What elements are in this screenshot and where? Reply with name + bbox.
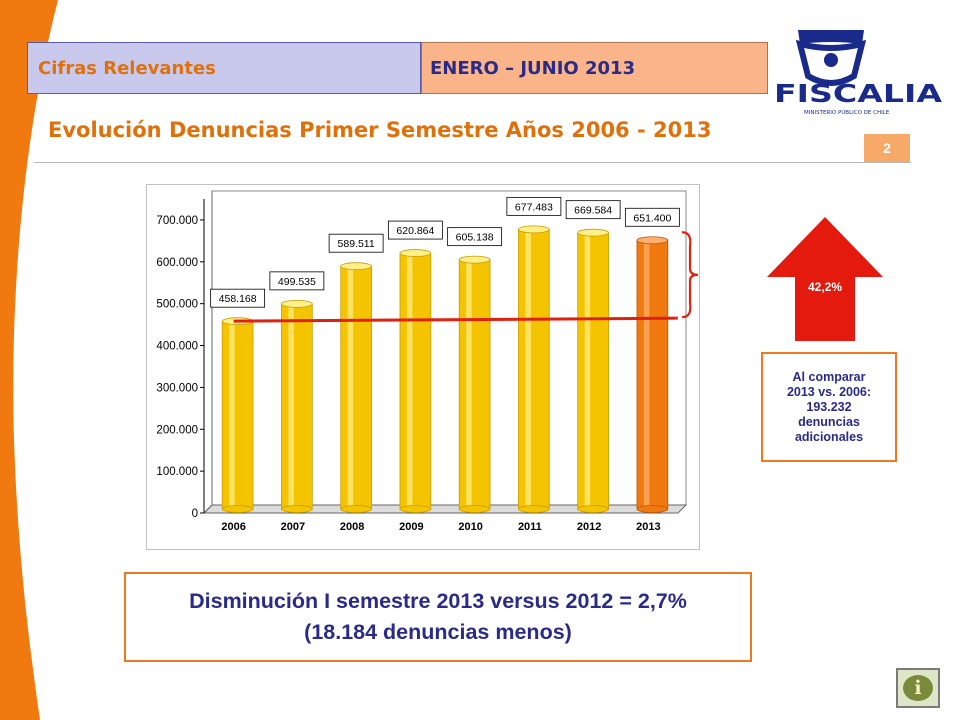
section-label: Cifras Relevantes [38, 57, 216, 79]
data-label-box [328, 233, 384, 253]
section-header: Cifras Relevantes [27, 42, 421, 94]
period-label: ENERO – JUNIO 2013 [430, 57, 636, 79]
y-tick-label: 100.000 [156, 466, 198, 478]
page-title: Evolución Denuncias Primer Semestre Años… [48, 118, 712, 142]
denuncias-bar-chart: 0 100.000 200.000 300.000 400.000 500.000 600.… [156, 190, 699, 533]
data-label: 499.535 [278, 276, 316, 288]
period-header: ENERO – JUNIO 2013 [421, 42, 768, 94]
summary-line-2: (18.184 denuncias menos) [304, 620, 572, 644]
x-tick-label: 2011 [518, 521, 542, 533]
info-button[interactable]: i [896, 668, 940, 708]
y-tick-label: 700.000 [156, 215, 198, 227]
x-tick-label: 2008 [340, 521, 364, 533]
y-tick-label: 0 [192, 508, 198, 520]
x-tick-label: 2006 [221, 521, 245, 533]
data-label-box [387, 220, 443, 240]
bar-2012 [577, 228, 609, 513]
data-label-box [210, 288, 266, 308]
data-label-box [447, 227, 503, 247]
data-label-box [506, 196, 562, 216]
reference-line [233, 316, 678, 323]
data-label: 605.138 [456, 232, 494, 244]
x-tick-label: 2012 [577, 521, 601, 533]
x-tick-label: 2010 [458, 521, 482, 533]
data-label-box [624, 207, 680, 227]
fiscalia-logo: FISCALIA MINISTERIO PÚBLICO DE CHILE [774, 30, 943, 116]
summary-line-1: Disminución I semestre 2013 versus 2012 … [189, 589, 687, 613]
y-tick-label: 400.000 [156, 341, 198, 353]
y-tick-label: 300.000 [156, 382, 198, 394]
data-label: 669.584 [574, 205, 612, 217]
bar-2011 [518, 225, 550, 513]
callout-line: Al comparar [792, 369, 866, 384]
callout-line: denuncias [798, 414, 860, 429]
title-divider [34, 162, 911, 163]
data-label-box [565, 200, 621, 220]
bar-2008 [340, 262, 372, 513]
growth-arrow-icon: 42,2% [767, 217, 883, 341]
callout-line: 193.232 [806, 399, 852, 414]
callout-line: adicionales [794, 429, 864, 444]
summary-box: Disminución I semestre 2013 versus 2012 … [124, 572, 752, 662]
growth-brace [681, 231, 699, 319]
logo-emblem-icon [795, 30, 867, 86]
x-tick-label: 2009 [399, 521, 423, 533]
bar-2013 [636, 236, 669, 513]
data-label: 677.483 [515, 201, 553, 213]
chart-axis-corner [203, 504, 213, 514]
data-label: 620.864 [396, 225, 434, 237]
logo-name: FISCALIA [774, 79, 943, 108]
info-icon: i [903, 675, 933, 701]
data-label: 651.400 [633, 212, 671, 224]
bar-2010 [458, 255, 491, 513]
page-number: 2 [864, 134, 910, 162]
data-label-box [269, 271, 325, 291]
data-label: 458.168 [219, 293, 257, 305]
comparison-callout: Al comparar 2013 vs. 2006: 193.232 denun… [761, 352, 897, 462]
y-tick-label: 600.000 [156, 257, 198, 269]
bar-2009 [399, 249, 432, 513]
x-tick-label: 2013 [636, 521, 660, 533]
y-tick-label: 200.000 [156, 424, 198, 436]
chart-floor [202, 504, 688, 514]
data-label: 589.511 [338, 238, 375, 250]
callout-line: 2013 vs. 2006: [786, 384, 872, 399]
y-tick-label: 500.000 [156, 299, 198, 311]
x-tick-label: 2007 [281, 521, 305, 533]
bar-2006 [221, 317, 254, 513]
logo-subtitle: MINISTERIO PÚBLICO DE CHILE [804, 109, 890, 116]
bar-2007 [281, 299, 313, 513]
growth-percent: 42,2% [808, 280, 842, 294]
